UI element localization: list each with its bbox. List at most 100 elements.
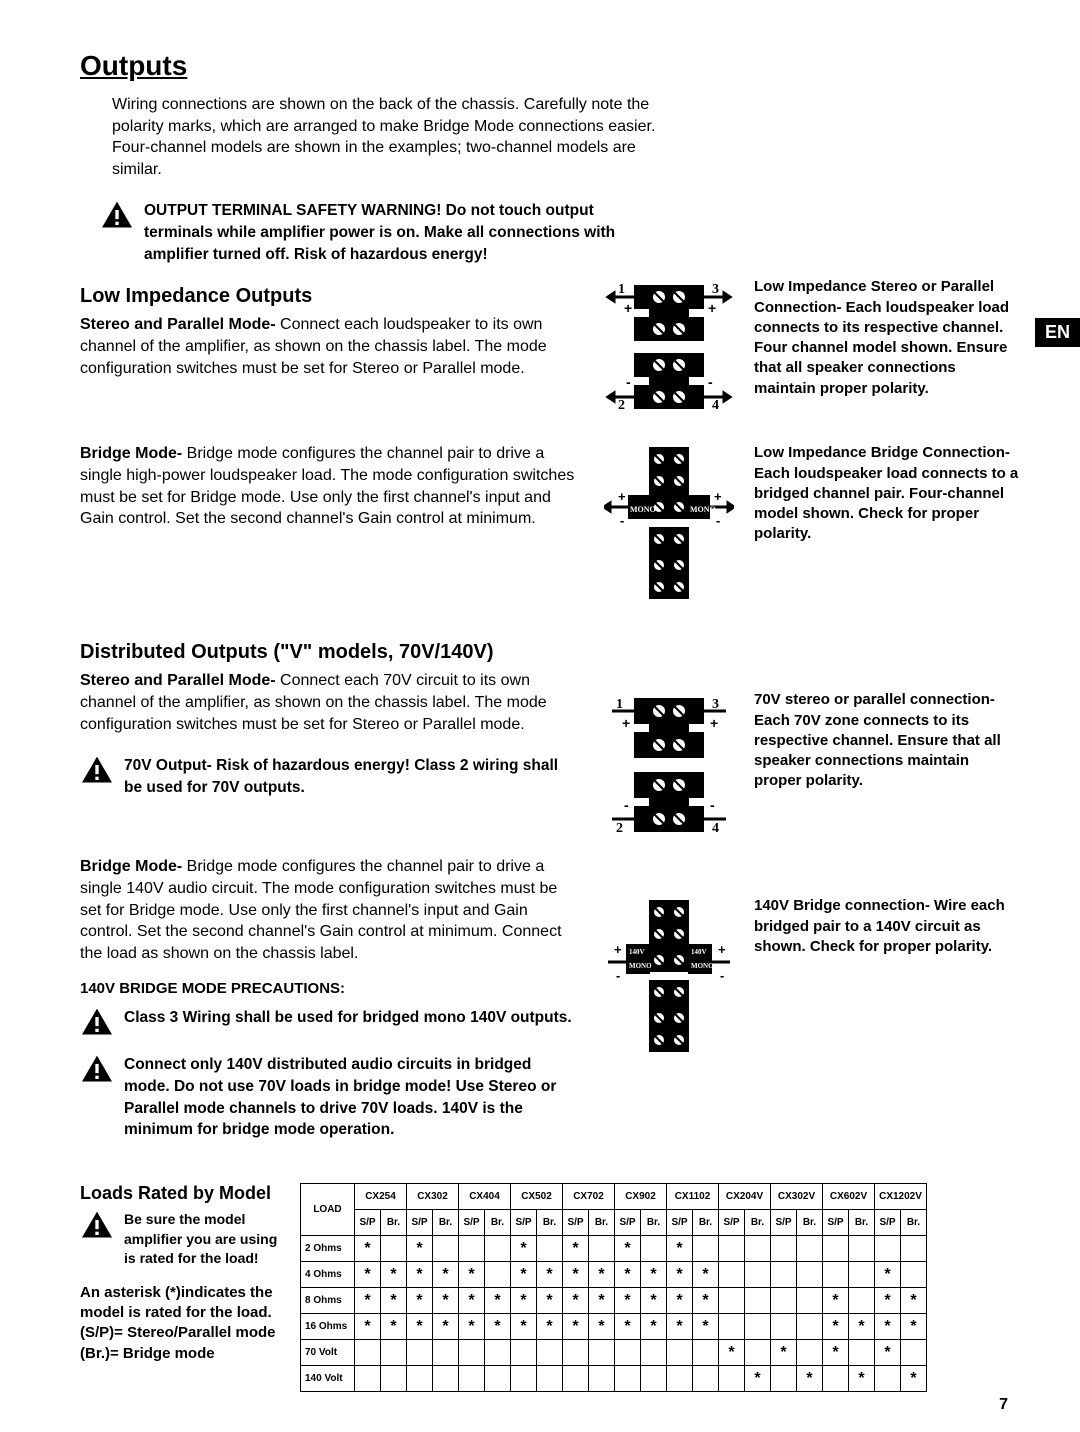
load-cell: * — [537, 1288, 563, 1314]
load-cell — [381, 1366, 407, 1392]
load-cell — [537, 1340, 563, 1366]
load-cell — [849, 1236, 875, 1262]
load-cell — [511, 1340, 537, 1366]
load-cell: * — [667, 1236, 693, 1262]
svg-text:+: + — [624, 300, 632, 316]
load-cell — [563, 1366, 589, 1392]
load-cell: * — [849, 1314, 875, 1340]
load-cell: * — [589, 1288, 615, 1314]
load-cell — [433, 1366, 459, 1392]
load-cell: * — [355, 1314, 381, 1340]
load-cell — [485, 1262, 511, 1288]
safety-warning-text: OUTPUT TERMINAL SAFETY WARNING! Do not t… — [144, 200, 660, 265]
load-cell — [771, 1288, 797, 1314]
load-cell: * — [615, 1262, 641, 1288]
load-cell — [849, 1288, 875, 1314]
load-cell: * — [407, 1314, 433, 1340]
warning-icon — [80, 1210, 114, 1245]
load-cell: * — [407, 1236, 433, 1262]
load-cell: * — [485, 1288, 511, 1314]
load-cell: * — [797, 1366, 823, 1392]
load-cell: * — [901, 1288, 927, 1314]
load-row-label: 4 Ohms — [301, 1262, 355, 1288]
dist-stereo-diagram: 13 24 ++ -- — [604, 690, 734, 840]
warning-icon — [80, 1054, 114, 1089]
svg-text:MONO: MONO — [690, 505, 716, 514]
load-cell: * — [433, 1288, 459, 1314]
load-row-label: 2 Ohms — [301, 1236, 355, 1262]
svg-text:+: + — [714, 489, 722, 504]
svg-text:3: 3 — [712, 282, 719, 297]
model-header: CX1202V — [875, 1184, 927, 1210]
sub-header: S/P — [511, 1210, 537, 1236]
svg-text:+: + — [708, 300, 716, 316]
load-row-label: 140 Volt — [301, 1366, 355, 1392]
load-cell: * — [537, 1262, 563, 1288]
sub-header: Br. — [849, 1210, 875, 1236]
load-cell — [719, 1366, 745, 1392]
load-cell — [901, 1236, 927, 1262]
load-cell — [563, 1340, 589, 1366]
load-cell: * — [511, 1262, 537, 1288]
load-row-label: 70 Volt — [301, 1340, 355, 1366]
precautions-heading: 140V BRIDGE MODE PRECAUTIONS: — [80, 980, 580, 997]
load-cell: * — [485, 1314, 511, 1340]
sub-header: S/P — [563, 1210, 589, 1236]
load-cell — [641, 1340, 667, 1366]
load-cell — [355, 1340, 381, 1366]
load-cell — [641, 1236, 667, 1262]
load-cell — [823, 1366, 849, 1392]
load-cell — [875, 1236, 901, 1262]
svg-text:+: + — [614, 942, 622, 957]
load-cell: * — [693, 1262, 719, 1288]
load-cell — [433, 1340, 459, 1366]
svg-text:-: - — [710, 797, 715, 813]
load-cell: * — [771, 1340, 797, 1366]
load-cell: * — [381, 1262, 407, 1288]
sub-header: S/P — [771, 1210, 797, 1236]
model-header: CX902 — [615, 1184, 667, 1210]
page-number: 7 — [999, 1396, 1008, 1414]
warning-icon — [100, 200, 134, 235]
warning-icon — [80, 1007, 114, 1042]
loads-warning-text: Be sure the model amplifier you are usin… — [124, 1210, 280, 1269]
page-title: Outputs — [80, 50, 1020, 82]
svg-text:140V: 140V — [629, 948, 645, 956]
load-cell: * — [849, 1366, 875, 1392]
load-cell — [381, 1236, 407, 1262]
warn-140v-text: Connect only 140V distributed audio circ… — [124, 1054, 580, 1141]
load-cell — [433, 1236, 459, 1262]
load-cell — [693, 1236, 719, 1262]
model-header: CX1102 — [667, 1184, 719, 1210]
load-cell — [589, 1366, 615, 1392]
model-header: CX404 — [459, 1184, 511, 1210]
load-cell: * — [355, 1288, 381, 1314]
dist-bridge-caption: 140V Bridge connection- Wire each bridge… — [754, 896, 1020, 957]
load-cell — [537, 1366, 563, 1392]
load-cell — [849, 1340, 875, 1366]
load-cell — [745, 1314, 771, 1340]
load-cell: * — [615, 1288, 641, 1314]
load-cell — [485, 1366, 511, 1392]
svg-text:4: 4 — [712, 821, 719, 836]
load-cell — [719, 1236, 745, 1262]
load-cell: * — [641, 1288, 667, 1314]
svg-text:2: 2 — [616, 821, 623, 836]
load-cell — [901, 1262, 927, 1288]
bridge-caption: Low Impedance Bridge Connection- Each lo… — [754, 443, 1020, 544]
warn-70v-text: 70V Output- Risk of hazardous energy! Cl… — [124, 755, 580, 798]
dist-stereo-paragraph: Stereo and Parallel Mode- Connect each 7… — [80, 670, 580, 735]
load-cell: * — [433, 1314, 459, 1340]
sub-header: Br. — [745, 1210, 771, 1236]
load-cell — [901, 1340, 927, 1366]
load-cell — [589, 1236, 615, 1262]
load-cell — [589, 1340, 615, 1366]
svg-text:-: - — [616, 968, 620, 983]
model-header: CX502 — [511, 1184, 563, 1210]
sub-header: S/P — [615, 1210, 641, 1236]
svg-text:1: 1 — [616, 697, 623, 712]
language-badge: EN — [1035, 318, 1080, 347]
svg-text:-: - — [708, 374, 713, 390]
load-cell — [797, 1340, 823, 1366]
load-cell: * — [823, 1314, 849, 1340]
